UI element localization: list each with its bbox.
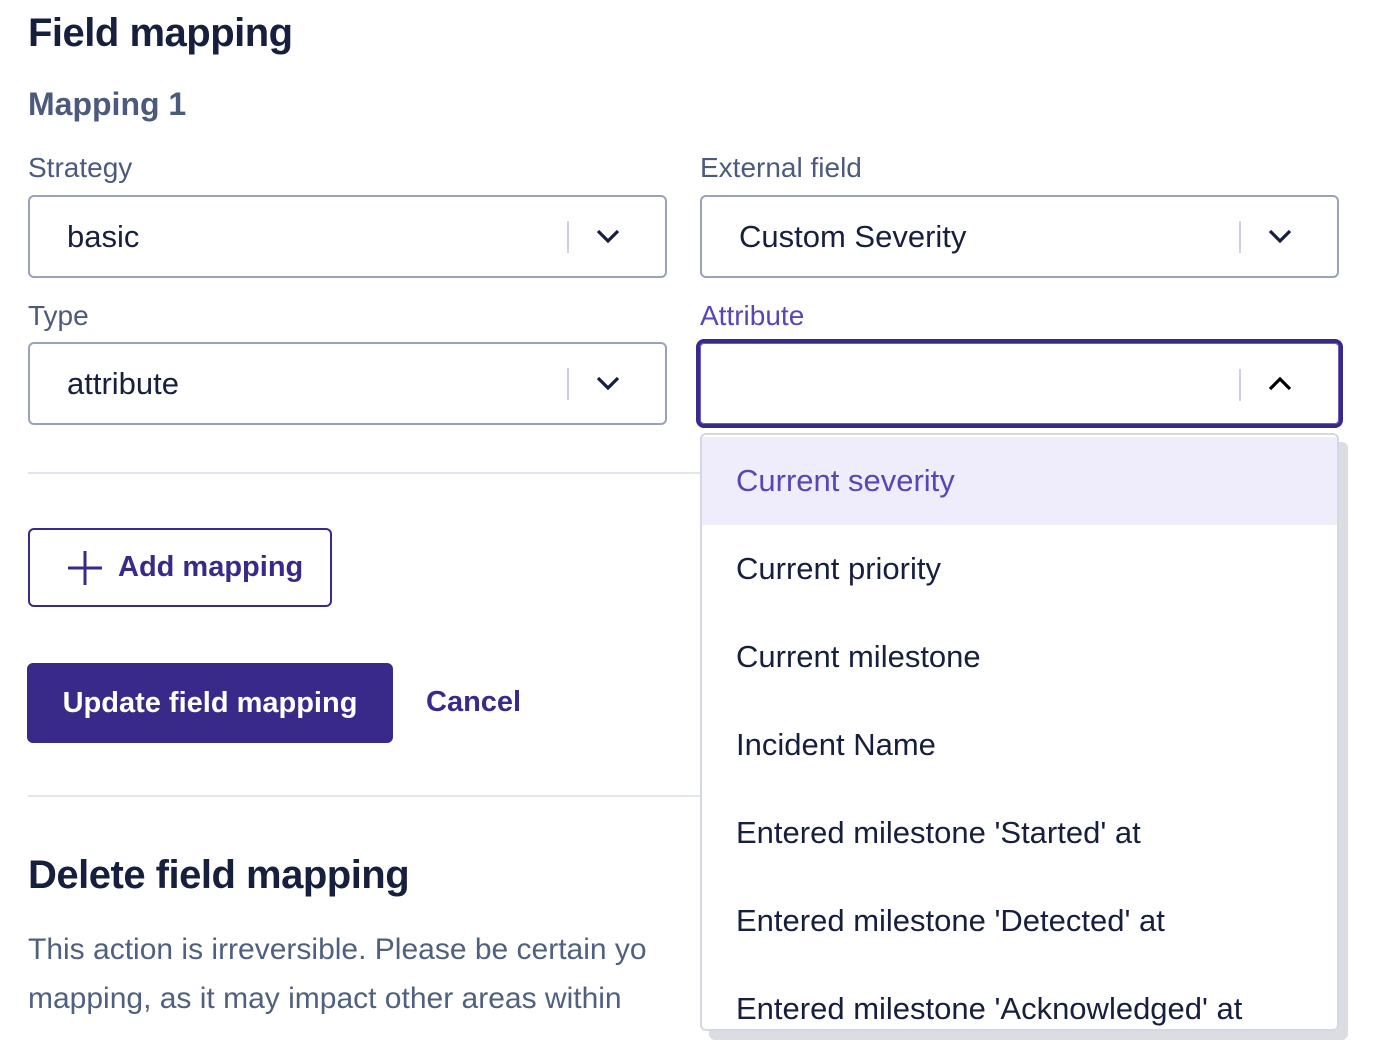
type-value: attribute [67,366,180,401]
attribute-select[interactable] [696,339,1343,428]
divider [28,472,708,474]
type-label: Type [28,300,89,331]
chevron-down-icon [596,376,620,391]
external-field-select[interactable]: Custom Severity [700,195,1339,278]
dropdown-option[interactable]: Incident Name [736,727,936,762]
strategy-value: basic [67,219,140,254]
delete-section-title: Delete field mapping [28,853,410,897]
chevron-down-icon [1268,229,1292,244]
dropdown-option[interactable]: Entered milestone 'Acknowledged' at [736,991,1243,1026]
plus-icon [68,550,102,585]
attribute-dropdown-menu: Current severity Current priority Curren… [700,433,1339,1031]
strategy-select[interactable]: basic [28,195,667,278]
attribute-label: Attribute [700,300,805,331]
chevron-down-icon [596,229,620,244]
cancel-link[interactable]: Cancel [426,686,522,718]
page-title: Field mapping [28,11,293,55]
dropdown-option[interactable]: Entered milestone 'Started' at [736,815,1141,850]
select-separator [567,221,569,253]
dropdown-option[interactable]: Entered milestone 'Detected' at [736,903,1165,938]
dropdown-option[interactable]: Current priority [736,551,941,586]
type-select[interactable]: attribute [28,342,667,425]
delete-description-line2: mapping, as it may impact other areas wi… [28,982,622,1015]
external-field-value: Custom Severity [739,219,967,254]
select-separator [1239,221,1241,253]
divider [28,795,708,797]
select-separator [1239,369,1241,401]
delete-description-line1: This action is irreversible. Please be c… [28,933,647,966]
update-field-mapping-button[interactable]: Update field mapping [27,663,393,743]
dropdown-option[interactable]: Current severity [702,437,1337,525]
external-field-label: External field [700,152,862,183]
mapping-heading: Mapping 1 [28,86,187,122]
select-separator [567,368,569,400]
strategy-label: Strategy [28,152,133,183]
add-mapping-button[interactable]: Add mapping [28,528,332,607]
add-mapping-label: Add mapping [118,551,304,583]
chevron-up-icon [1268,376,1292,391]
dropdown-option[interactable]: Current milestone [736,639,981,674]
